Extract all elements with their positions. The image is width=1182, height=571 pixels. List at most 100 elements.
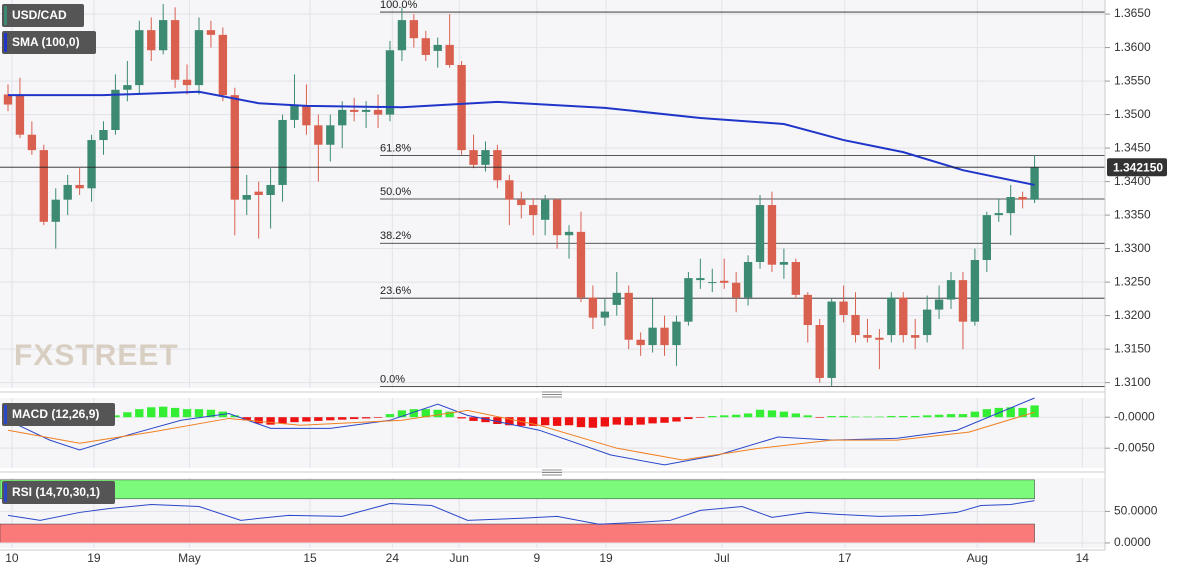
fib-label: 61.8% <box>380 142 411 154</box>
y-tick-label: 1.3350 <box>1114 207 1151 221</box>
histogram-bar <box>326 417 335 421</box>
line-series <box>7 409 1035 461</box>
candle-body <box>1006 197 1015 214</box>
y-tick-label: 1.3100 <box>1114 375 1151 389</box>
histogram-bar <box>266 417 275 425</box>
x-tick-label: 19 <box>87 551 101 565</box>
histogram-bar <box>922 415 932 418</box>
candle-body <box>409 20 419 39</box>
x-tick-label: Jun <box>450 551 469 565</box>
candle-body <box>696 278 705 281</box>
histogram-bar <box>147 407 156 418</box>
candle-body <box>517 199 526 206</box>
histogram-bar <box>696 417 705 418</box>
y-tick-label: 1.3650 <box>1114 6 1151 20</box>
candle-body <box>493 150 502 181</box>
candle-body <box>75 184 84 189</box>
candle-body <box>182 79 192 86</box>
histogram-bar <box>1030 405 1039 418</box>
candle-body <box>600 311 610 318</box>
histogram-bar <box>314 417 323 421</box>
histogram-bar <box>779 411 789 418</box>
price-badge <box>1107 158 1167 177</box>
resize-handle[interactable] <box>542 391 562 398</box>
histogram-bar <box>182 409 192 418</box>
histogram-bar <box>242 417 251 421</box>
histogram-bar <box>827 415 836 418</box>
candle-body <box>875 337 884 340</box>
candle-body <box>946 280 956 300</box>
histogram-bar <box>170 407 180 418</box>
candle-body <box>922 309 932 336</box>
candle-body <box>326 125 335 145</box>
candle-body <box>123 85 132 90</box>
histogram-bar <box>672 417 681 422</box>
candle-body <box>63 184 72 200</box>
resize-handle[interactable] <box>542 469 562 476</box>
histogram-bar <box>194 409 204 418</box>
histogram-bar <box>934 414 944 418</box>
candle-body <box>39 150 48 222</box>
panel-title: MACD (12,26,9) <box>12 407 99 421</box>
histogram-bar <box>875 416 884 418</box>
histogram-bar <box>135 409 144 418</box>
y-tick-label: 1.3250 <box>1114 274 1151 288</box>
legend-box <box>2 403 115 426</box>
histogram-bar <box>708 415 717 418</box>
candle-body <box>636 339 645 346</box>
histogram-bar <box>588 417 598 428</box>
histogram-bar <box>445 411 454 418</box>
candle-body <box>111 89 120 131</box>
candle-body <box>87 140 96 189</box>
histogram-bar <box>648 417 657 424</box>
y-tick-label: 1.3300 <box>1114 241 1151 255</box>
candle-body <box>743 262 753 298</box>
x-tick-label: Aug <box>967 551 988 565</box>
candle-body <box>361 109 371 112</box>
candle-body <box>481 150 490 165</box>
histogram-bar <box>887 415 896 418</box>
candle-body <box>648 327 657 346</box>
histogram-bar <box>982 409 992 418</box>
histogram-bar <box>803 415 812 418</box>
x-tick-label: Jul <box>714 551 729 565</box>
histogram-bar <box>839 415 848 418</box>
y-tick-label: -0.0000 <box>1114 409 1155 423</box>
candle-body <box>385 50 395 115</box>
candle-body <box>612 292 621 305</box>
legend-title: USD/CAD <box>12 8 67 22</box>
candle-body <box>135 30 144 86</box>
candle-body <box>970 260 980 322</box>
y-tick-label: 1.3400 <box>1114 174 1151 188</box>
histogram-bar <box>421 409 430 418</box>
histogram-bar <box>1006 407 1015 418</box>
line-series <box>7 500 1035 525</box>
histogram-bar <box>123 412 132 418</box>
candle-body <box>266 184 275 196</box>
legend-swatch <box>4 405 7 424</box>
price-badge-label: 1.342150 <box>1113 160 1163 174</box>
x-tick-label: 9 <box>533 551 540 565</box>
histogram-bar <box>612 417 621 425</box>
candle-body <box>1030 167 1039 200</box>
watermark: FXSTREET <box>14 339 179 372</box>
candle-body <box>433 44 442 51</box>
histogram-bar <box>636 417 645 425</box>
candle-body <box>218 34 228 96</box>
x-tick-label: 15 <box>303 551 317 565</box>
legend-swatch <box>4 33 7 52</box>
histogram-bar <box>958 414 968 418</box>
histogram-bar <box>433 409 442 418</box>
histogram-bar <box>576 417 586 428</box>
histogram-bar <box>529 417 538 426</box>
histogram-bar <box>660 417 669 423</box>
y-tick-label: 50.0000 <box>1114 504 1158 518</box>
histogram-bar <box>791 413 801 418</box>
histogram-bar <box>815 417 824 418</box>
candle-body <box>278 119 287 185</box>
candle-body <box>803 294 812 326</box>
candle-body <box>3 94 13 105</box>
histogram-bar <box>361 417 371 419</box>
histogram-bar <box>946 414 956 418</box>
